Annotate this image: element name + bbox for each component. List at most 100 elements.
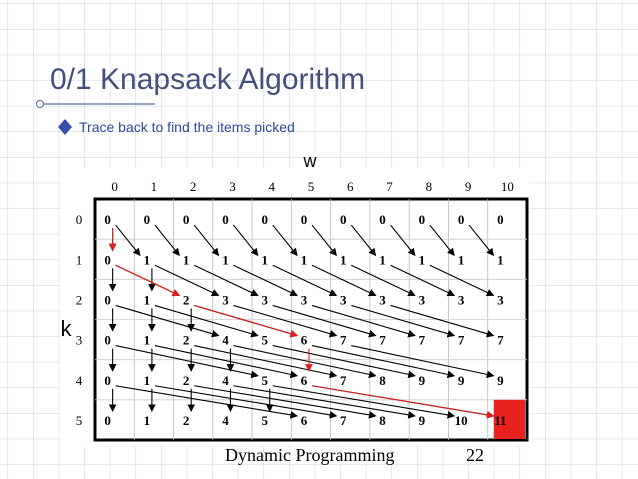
cell-value: 0 <box>458 212 465 227</box>
trace-arrow <box>194 304 299 338</box>
cell-value: 1 <box>261 252 268 267</box>
column-header: 4 <box>268 179 275 194</box>
cell-value: 4 <box>222 333 229 348</box>
column-header: 8 <box>426 179 433 194</box>
dependency-arrow <box>154 345 299 379</box>
cell-value: 1 <box>379 252 386 267</box>
cell-value: 3 <box>261 292 268 307</box>
cell-value: 5 <box>261 413 268 428</box>
page-number: 22 <box>466 445 484 465</box>
cell-value: 10 <box>455 413 468 428</box>
bullet-text: Trace back to find the items picked <box>79 119 295 135</box>
trace-arrow <box>311 385 495 419</box>
cell-value: 3 <box>340 292 347 307</box>
dependency-arrow <box>272 224 298 257</box>
cell-value: 3 <box>222 292 229 307</box>
cell-value: 1 <box>340 252 347 267</box>
column-header: 3 <box>229 179 236 194</box>
title: 0/1 Knapsack Algorithm <box>50 63 365 96</box>
dependency-arrow <box>272 345 416 379</box>
row-header: 3 <box>76 333 83 348</box>
column-header: 2 <box>190 179 197 194</box>
cell-value: 1 <box>419 252 426 267</box>
cell-value: 9 <box>419 413 426 428</box>
row-header: 0 <box>76 212 83 227</box>
cell-value: 1 <box>144 292 151 307</box>
cell-value: 7 <box>379 333 386 348</box>
cell-value: 7 <box>340 413 347 428</box>
cell-value: 8 <box>379 413 386 428</box>
dependency-arrow <box>311 345 456 379</box>
cell-value: 7 <box>340 373 347 388</box>
dependency-arrow <box>311 264 377 297</box>
dependency-arrow <box>154 264 220 297</box>
dependency-arrow <box>154 385 338 419</box>
bullet-icon <box>58 119 72 135</box>
dependency-arrow <box>429 264 495 297</box>
dependency-arrow <box>468 224 495 257</box>
cell-value: 3 <box>379 292 386 307</box>
cell-value: 0 <box>104 292 111 307</box>
cell-value: 9 <box>419 373 426 388</box>
title-rule-dot <box>36 100 44 108</box>
cell-value: 6 <box>301 413 308 428</box>
dependency-arrow <box>311 304 416 338</box>
dependency-arrow <box>115 224 141 257</box>
cell-value: 7 <box>419 333 426 348</box>
cell-value: 3 <box>301 292 308 307</box>
cell-value: 2 <box>183 373 190 388</box>
cell-value: 3 <box>458 292 465 307</box>
cell-value: 2 <box>183 413 190 428</box>
dependency-arrow <box>193 224 220 257</box>
dependency-arrow <box>351 304 456 338</box>
dependency-arrow <box>233 385 416 419</box>
answer-highlight <box>493 399 525 439</box>
column-header: 5 <box>308 179 315 194</box>
cell-value: 0 <box>104 252 111 267</box>
dependency-arrow <box>390 304 495 338</box>
dependency-arrow <box>193 264 259 297</box>
dependency-arrow <box>390 264 456 297</box>
cell-value: 0 <box>183 212 190 227</box>
cell-value: 4 <box>222 373 229 388</box>
cell-value: 0 <box>497 212 504 227</box>
cell-value: 1 <box>183 252 190 267</box>
dependency-arrow <box>194 385 377 419</box>
dependency-arrow <box>233 304 338 338</box>
cell-value: 1 <box>144 333 151 348</box>
column-header: 10 <box>501 179 514 194</box>
cell-value: 0 <box>222 212 229 227</box>
column-header: 6 <box>347 179 354 194</box>
cell-value: 7 <box>458 333 465 348</box>
row-header: 1 <box>76 252 83 267</box>
row-header: 4 <box>76 373 83 388</box>
cell-value: 2 <box>183 292 190 307</box>
cell-value: 2 <box>183 333 190 348</box>
cell-value: 0 <box>104 373 111 388</box>
cell-value: 1 <box>301 252 308 267</box>
row-header: 5 <box>76 413 83 428</box>
dependency-arrow <box>154 304 259 338</box>
dependency-arrow <box>233 224 259 257</box>
cell-value: 1 <box>144 413 151 428</box>
dependency-arrow <box>272 264 338 297</box>
cell-value: 0 <box>379 212 386 227</box>
cell-value: 0 <box>104 212 111 227</box>
dependency-arrow <box>351 264 416 297</box>
dependency-arrow <box>390 224 416 257</box>
dependency-arrow <box>115 304 220 338</box>
column-header: 1 <box>151 179 158 194</box>
cell-value: 11 <box>494 413 506 428</box>
dependency-arrow <box>429 224 455 257</box>
cell-value: 1 <box>144 373 151 388</box>
cell-value: 9 <box>458 373 465 388</box>
cell-value: 3 <box>419 292 426 307</box>
dependency-arrow <box>233 345 377 379</box>
dependency-arrow <box>233 264 298 297</box>
cell-value: 5 <box>261 333 268 348</box>
cell-value: 0 <box>261 212 268 227</box>
cell-value: 7 <box>340 333 347 348</box>
column-header: 9 <box>465 179 472 194</box>
cell-value: 0 <box>340 212 347 227</box>
